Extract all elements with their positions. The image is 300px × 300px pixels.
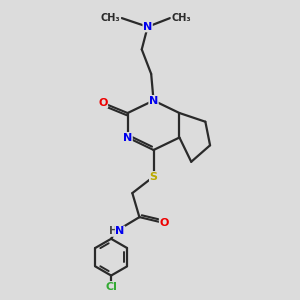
Text: S: S [149,172,158,182]
Text: N: N [143,22,152,32]
Text: H: H [109,226,118,236]
Text: N: N [149,95,158,106]
Text: Cl: Cl [105,282,117,292]
Text: N: N [123,133,132,142]
Text: O: O [98,98,108,108]
Text: CH₃: CH₃ [101,13,121,23]
Text: O: O [159,218,169,228]
Text: CH₃: CH₃ [171,13,191,23]
Text: N: N [116,226,125,236]
